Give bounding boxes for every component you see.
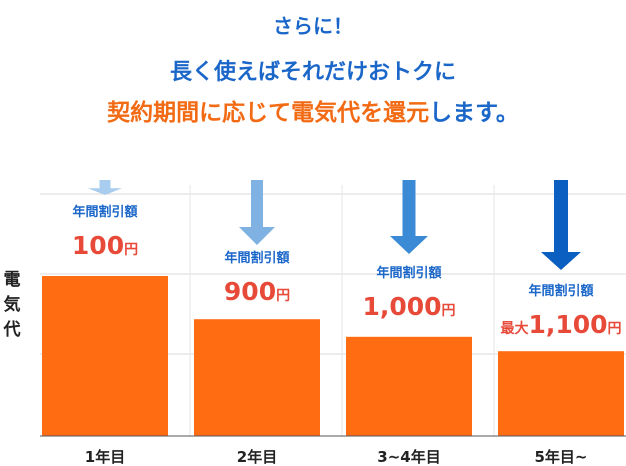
headline-line-1: さらに！ [273, 14, 353, 38]
discount-unit: 円 [442, 303, 456, 319]
y-axis-label: 電気代 [2, 268, 22, 343]
bar [42, 276, 168, 436]
x-tick-label: 1年目 [85, 448, 125, 466]
headline-accent: 契約期間に応じて電気代を還元 [107, 100, 430, 126]
discount-number: 900 [224, 277, 276, 306]
discount-label: 年間割引額 [72, 204, 137, 220]
discount-unit: 円 [124, 242, 138, 258]
y-axis-label-char: 電 [3, 270, 21, 290]
y-axis-label-char: 代 [3, 320, 21, 340]
headline-line-2: 長く使えばそれだけおトクに [169, 60, 456, 85]
discount-number: 1,000 [362, 292, 441, 321]
discount-number: 1,100 [528, 310, 607, 339]
bar [346, 336, 472, 436]
bar [498, 351, 624, 436]
discount-prefix: 最大 [500, 320, 528, 337]
x-tick-label: 5年目~ [534, 448, 587, 466]
x-tick-label: 2年目 [237, 448, 277, 466]
discount-label: 年間割引額 [376, 265, 441, 281]
discount-unit: 円 [276, 288, 290, 304]
headline-line-3: 契約期間に応じて電気代を還元します。 [0, 93, 626, 127]
discount-amount: 1,000円 [362, 292, 455, 321]
y-axis-label-char: 気 [3, 295, 21, 315]
down-arrow-icon [239, 180, 275, 245]
down-arrow-icon [541, 180, 581, 270]
down-arrow-icon [390, 180, 428, 254]
down-arrow-icon [88, 180, 122, 195]
discount-amount: 900円 [224, 277, 290, 306]
discount-amount: 最大1,100円 [500, 310, 621, 339]
headline-rest: します。 [429, 100, 519, 126]
bar [194, 319, 320, 436]
discount-label: 年間割引額 [528, 283, 593, 299]
discount-label: 年間割引額 [224, 250, 289, 266]
x-tick-label: 3~4年目 [377, 448, 440, 466]
discount-number: 100 [72, 231, 124, 260]
discount-amount: 100円 [72, 231, 138, 260]
discount-unit: 円 [608, 321, 622, 337]
